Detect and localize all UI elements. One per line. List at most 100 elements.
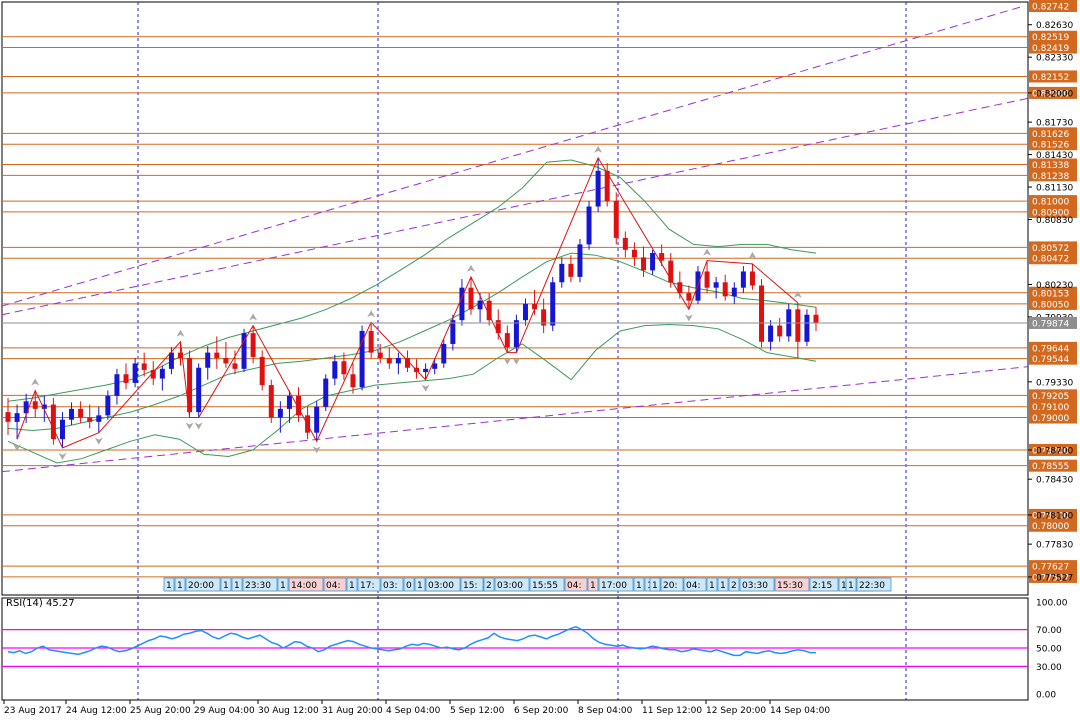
price-level-tag (1029, 86, 1077, 99)
time-box: 04: (323, 577, 347, 592)
candle (141, 352, 147, 377)
time-box: 1 (163, 577, 175, 592)
time-box-label: 1 (709, 581, 715, 591)
current-price-tag (1029, 316, 1077, 329)
price-level-tag (1029, 286, 1077, 299)
time-box-label: 1 (720, 581, 726, 591)
price-level-tag (1029, 169, 1077, 182)
price-level-label: 0.80900 (1032, 208, 1069, 218)
bollinger-upper (7, 159, 817, 402)
fractal-down-marker (684, 314, 693, 322)
rsi-tick-label: 30.00 (1036, 663, 1062, 673)
candle (232, 350, 238, 375)
time-box: 1 (587, 577, 599, 592)
time-box-label: 1 (636, 581, 642, 591)
time-box: 1 (277, 577, 289, 592)
price-level-label: 0.82000 (1032, 89, 1069, 99)
price-tick-label: 0.78430 (1036, 476, 1073, 486)
time-box: 1 (633, 577, 645, 592)
price-tick-label: 0.81430 (1036, 151, 1073, 161)
candle (550, 276, 556, 331)
candle (259, 350, 265, 391)
candle (804, 309, 810, 347)
candle (205, 346, 211, 380)
candle (123, 363, 129, 390)
candle (377, 343, 383, 364)
time-box: 1 (845, 577, 857, 592)
time-box: 17:00 (598, 577, 634, 592)
time-box: 0 (403, 577, 415, 592)
candle (559, 257, 565, 288)
candle (432, 358, 438, 375)
time-box: 1 (174, 577, 186, 592)
price-level-label: 0.79100 (1032, 403, 1069, 413)
time-tick-label: 6 Sep 20:00 (514, 706, 569, 716)
candle (214, 336, 220, 369)
price-tick-label: 0.81130 (1036, 184, 1073, 194)
time-box-label: 1 (652, 581, 658, 591)
candle (441, 339, 447, 368)
trend-line (1, 366, 1029, 473)
time-box: 1 (649, 577, 661, 592)
candle (395, 352, 401, 375)
rsi-tick-label: 50.00 (1036, 645, 1062, 655)
candle (595, 157, 601, 212)
candle (96, 406, 102, 433)
candle (450, 314, 456, 351)
candle (631, 242, 637, 267)
candle (622, 231, 628, 258)
time-tick-label: 25 Aug 20:00 (130, 706, 191, 716)
time-tick-label: 30 Aug 12:00 (258, 706, 319, 716)
price-tick-label: 0.80830 (1036, 216, 1073, 226)
time-box-label: 03: (383, 581, 397, 591)
price-tick-label: 0.77527 (1036, 573, 1073, 583)
price-level-label: 0.82152 (1032, 73, 1069, 83)
price-level-label: 0.78100 (1032, 511, 1069, 521)
time-tick-label: 29 Aug 04:00 (194, 706, 255, 716)
time-box-label: 04: (686, 581, 700, 591)
time-box-label: 0 (406, 581, 412, 591)
time-box: 1 (231, 577, 243, 592)
candle (114, 368, 120, 405)
time-tick-label: 4 Sep 04:00 (386, 706, 441, 716)
price-tick-label: 0.82000 (1036, 89, 1073, 99)
time-tick-label: 24 Aug 12:00 (66, 706, 127, 716)
time-tick-label: 31 Aug 20:00 (322, 706, 383, 716)
fractal-up-marker (793, 290, 802, 298)
trend-line (1, 5, 1024, 307)
candle (332, 354, 338, 386)
price-level-label: 0.79644 (1032, 344, 1069, 354)
price-level-label: 0.81338 (1032, 161, 1069, 171)
price-level-tag (1029, 252, 1077, 265)
time-box-label: 15:55 (532, 581, 558, 591)
time-box: 03:00 (425, 577, 461, 592)
price-level-label: 0.79544 (1032, 355, 1069, 365)
price-level-tag (1029, 30, 1077, 43)
time-box-label: 23:30 (245, 581, 271, 591)
candle (78, 401, 84, 423)
fractal-up-marker (748, 251, 757, 259)
fractal-up-marker (176, 329, 185, 337)
price-level-tag (1029, 297, 1077, 310)
time-box: 03: (380, 577, 404, 592)
time-box-label: 1 (349, 581, 355, 591)
candle (196, 363, 202, 418)
rsi-frame (1, 597, 1029, 701)
candle (223, 341, 229, 368)
fractal-down-marker (421, 384, 430, 392)
price-level-tag (1029, 519, 1077, 532)
price-level-tag (1029, 389, 1077, 402)
candle (749, 263, 755, 290)
candle (59, 412, 65, 448)
price-level-tag (1029, 443, 1077, 456)
price-level-tag (1029, 241, 1077, 254)
price-tick-label: 0.78100 (1036, 511, 1073, 521)
price-tick-label: 0.79330 (1036, 378, 1073, 388)
time-box-label: 1 (234, 581, 240, 591)
time-box: 1 (706, 577, 718, 592)
price-level-label: 0.79000 (1032, 414, 1069, 424)
price-level-label: 0.82419 (1032, 44, 1069, 54)
time-tick-label: 12 Sep 20:00 (706, 706, 766, 716)
candle (504, 325, 510, 353)
